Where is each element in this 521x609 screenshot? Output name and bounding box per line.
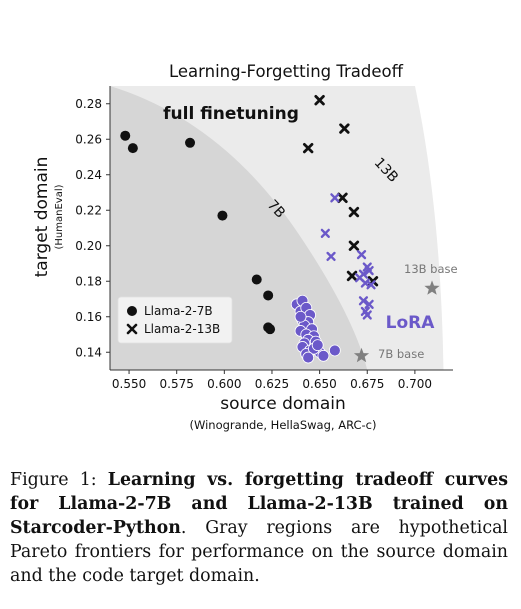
base-7b-label: 7B base [378, 347, 424, 361]
y-axis-label: target domain [32, 157, 52, 278]
full-finetuning-13b-point [337, 192, 348, 204]
full-finetuning-13b-point [302, 142, 314, 154]
y-axis-sublabel: (HumanEval) [54, 184, 65, 249]
y-tick-label: 0.26 [75, 132, 102, 146]
y-tick-label: 0.20 [75, 239, 102, 253]
y-tick-label: 0.14 [75, 345, 102, 359]
lora-7b-point [302, 351, 315, 364]
lora-13b-point [330, 193, 340, 203]
full-finetuning-7b-point [265, 324, 276, 335]
legend-box [117, 296, 233, 344]
y-tick-label: 0.18 [75, 274, 102, 288]
full-finetuning-7b-point [251, 274, 262, 285]
caption-label: Figure 1: [10, 470, 108, 490]
full-finetuning-7b-point [120, 130, 131, 141]
lora-7b-point [328, 344, 341, 357]
full-finetuning-label: full finetuning [163, 104, 299, 124]
full-finetuning-13b-point [346, 270, 358, 282]
data-points [120, 95, 440, 364]
lora-13b-point [362, 310, 372, 320]
full-finetuning-13b-point [339, 123, 350, 134]
x-tick-label: 0.600 [207, 377, 241, 391]
lora-13b-point [358, 296, 369, 306]
legend-circle-marker [127, 306, 137, 316]
base-13b-label: 13B base [404, 262, 458, 276]
lora-label: LoRA [386, 313, 436, 333]
caption-rest: . Gray regions are hypothetical Pareto f… [10, 518, 508, 586]
full-finetuning-7b-point [185, 137, 196, 148]
lora-13b-point [320, 228, 330, 238]
x-tick-label: 0.625 [255, 377, 289, 391]
lora-7b-point [317, 349, 330, 362]
full-finetuning-7b-point [127, 143, 138, 154]
x-tick-label: 0.700 [398, 377, 432, 391]
caption-bold: Learning vs. forgetting tradeoff curves … [10, 470, 508, 538]
x-axis-sublabel: (Winogrande, HellaSwag, ARC-c) [190, 418, 377, 432]
lora-13b-point [326, 251, 336, 261]
y-tick-label: 0.28 [75, 97, 102, 111]
x-tick-label: 0.575 [160, 377, 194, 391]
legend-x-marker [126, 323, 138, 335]
lora-13b-point [364, 266, 374, 276]
full-finetuning-7b-point [217, 210, 228, 221]
legend-label-13b: Llama-2-13B [144, 322, 220, 336]
figure-caption: Figure 1: Learning vs. forgetting tradeo… [10, 468, 508, 588]
full-finetuning-13b-point [348, 206, 360, 218]
chart-title: Learning-Forgetting Tradeoff [169, 62, 404, 81]
lora-7b-point [311, 339, 324, 352]
y-tick-label: 0.16 [75, 310, 102, 324]
x-tick-label: 0.675 [350, 377, 384, 391]
lora-13b-point [366, 280, 376, 290]
x-axis-label: source domain [220, 394, 346, 414]
base-13b-star [424, 280, 440, 295]
lora-13b-point [356, 250, 367, 260]
y-tick-label: 0.24 [75, 168, 102, 182]
x-tick-label: 0.650 [302, 377, 336, 391]
x-tick-label: 0.550 [112, 377, 146, 391]
full-finetuning-13b-point [348, 240, 360, 251]
lora-13b-point [364, 299, 374, 309]
y-tick-label: 0.22 [75, 203, 102, 217]
legend-label-7b: Llama-2-7B [144, 304, 213, 318]
full-finetuning-13b-point [314, 95, 325, 106]
axes: 0.550 0.575 0.600 0.625 0.650 0.675 0.700 0.14 0… [75, 86, 453, 391]
legend: Llama-2-7B Llama-2-13B [117, 296, 233, 344]
lora-7b-point [294, 310, 307, 323]
full-finetuning-7b-point [263, 290, 274, 301]
base-7b-star [353, 347, 370, 363]
